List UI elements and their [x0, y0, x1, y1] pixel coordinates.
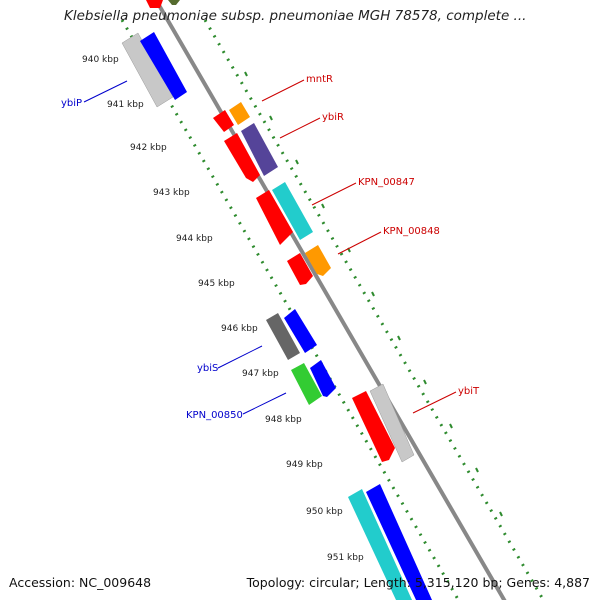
- gene-label-mntR[interactable]: mntR: [306, 74, 333, 85]
- ruler-label: 941 kbp: [107, 100, 144, 110]
- gene-label-ybiS[interactable]: ybiS: [197, 363, 218, 374]
- gene-KPN-00848[interactable]: [305, 245, 331, 276]
- ruler-label: 951 kbp: [327, 553, 364, 563]
- ruler-label: 942 kbp: [130, 143, 167, 153]
- gene-red-2[interactable]: [224, 133, 260, 182]
- ruler-labels: 940 kbp 941 kbp 942 kbp 943 kbp 944 kbp …: [82, 55, 364, 563]
- ruler-label: 948 kbp: [265, 415, 302, 425]
- gene-feature[interactable]: [146, 0, 163, 8]
- ruler-label: 947 kbp: [242, 369, 279, 379]
- gene-ybiT[interactable]: [369, 383, 415, 463]
- gene-label-ybiP[interactable]: ybiP: [61, 98, 82, 109]
- ruler-line-left: [120, 19, 461, 600]
- ruler-label: 944 kbp: [176, 234, 213, 244]
- gene-features: [121, 0, 432, 600]
- ruler-label: 945 kbp: [198, 279, 235, 289]
- gene-ybiR[interactable]: [241, 123, 278, 176]
- gene-red-5[interactable]: [352, 391, 395, 462]
- ruler-ticks: [244, 71, 503, 517]
- gene-label-KPN-00847[interactable]: KPN_00847: [358, 177, 415, 188]
- gene-label-ybiR[interactable]: ybiR: [322, 112, 344, 123]
- gene-label-KPN-00848[interactable]: KPN_00848: [383, 226, 440, 237]
- ruler-label: 950 kbp: [306, 507, 343, 517]
- map-title: Klebsiella pneumoniae subsp. pneumoniae …: [64, 8, 527, 24]
- gene-label-leaders: [83, 79, 457, 415]
- gene-blue-1[interactable]: [140, 32, 187, 100]
- ruler-label: 946 kbp: [221, 324, 258, 334]
- gene-labels: mntR ybiR KPN_00847 KPN_00848 ybiT ybiP …: [61, 74, 480, 421]
- gene-cyan-2[interactable]: [348, 489, 412, 600]
- backbone: [154, 0, 507, 600]
- genome-summary: Topology: circular; Length: 5,315,120 bp…: [246, 575, 590, 590]
- gene-blue-4[interactable]: [366, 484, 432, 600]
- ruler-label: 940 kbp: [82, 55, 119, 65]
- gene-darkgray[interactable]: [266, 313, 300, 360]
- gene-feature[interactable]: [168, 0, 180, 5]
- gene-label-ybiT[interactable]: ybiT: [458, 386, 480, 397]
- ruler-label: 943 kbp: [153, 188, 190, 198]
- gene-mntR[interactable]: [229, 102, 250, 125]
- gene-ybiP-gray[interactable]: [121, 32, 174, 108]
- gene-KPN-00847[interactable]: [272, 182, 313, 240]
- gene-blue-3[interactable]: [310, 360, 336, 397]
- ruler-label: 949 kbp: [286, 460, 323, 470]
- gene-blue-2[interactable]: [284, 309, 317, 353]
- gene-red-4[interactable]: [287, 253, 313, 285]
- gene-KPN-00850[interactable]: [291, 363, 322, 405]
- gene-red-1[interactable]: [213, 110, 234, 132]
- accession-text: Accession: NC_009648: [9, 575, 152, 590]
- gene-label-KPN-00850[interactable]: KPN_00850: [186, 410, 243, 421]
- gene-red-3[interactable]: [256, 190, 293, 245]
